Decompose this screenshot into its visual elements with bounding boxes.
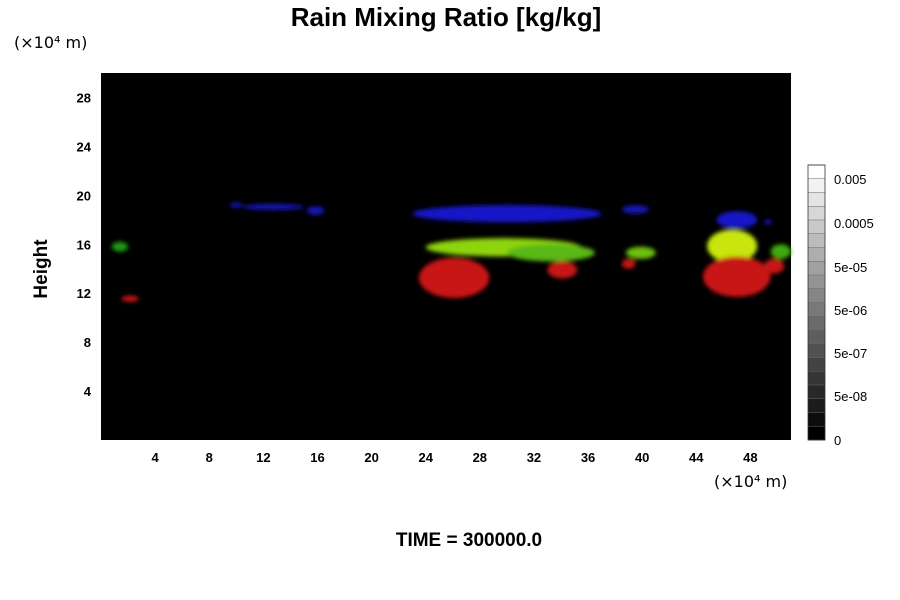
x-tick-label: 28 — [473, 450, 487, 465]
rain-region-18 — [763, 258, 785, 274]
rain-region-17 — [703, 256, 771, 297]
x-tick-label: 8 — [206, 450, 213, 465]
colorbar-tick-label: 0.005 — [834, 172, 867, 187]
colorbar-level — [808, 302, 825, 317]
colorbar-level — [808, 288, 825, 303]
rain-region-7 — [111, 241, 129, 252]
y-tick-label: 24 — [77, 139, 92, 154]
colorbar-level — [808, 261, 825, 276]
chart-title: Rain Mixing Ratio [kg/kg] — [290, 2, 602, 32]
colorbar-level — [808, 330, 825, 345]
rain-region-9 — [506, 244, 595, 262]
rain-region-11 — [707, 229, 758, 263]
rain-region-15 — [547, 261, 578, 279]
colorbar-level — [808, 371, 825, 386]
colorbar-level — [808, 275, 825, 290]
x-tick-label: 4 — [152, 450, 160, 465]
colorbar-level — [808, 192, 825, 207]
rain-region-5 — [716, 211, 758, 229]
y-tick-label: 20 — [77, 188, 91, 203]
rain-region-16 — [621, 258, 636, 269]
x-tick-label: 24 — [418, 450, 433, 465]
x-tick-label: 48 — [743, 450, 757, 465]
x-tick-label: 36 — [581, 450, 595, 465]
x-tick-label: 44 — [689, 450, 704, 465]
x-tick-label: 20 — [364, 450, 378, 465]
colorbar-level — [808, 233, 825, 248]
colorbar-level — [808, 426, 825, 441]
y-tick-label: 4 — [84, 384, 92, 399]
x-tick-label: 40 — [635, 450, 649, 465]
colorbar-level — [808, 165, 825, 180]
colorbar-frame — [807, 164, 826, 441]
x-tick-label: 16 — [310, 450, 324, 465]
y-unit-label: (×10⁴ m) — [14, 33, 88, 52]
rain-region-0 — [229, 202, 244, 208]
colorbar-level — [808, 343, 825, 358]
rain-region-10 — [625, 246, 656, 259]
colorbar-tick-label: 0 — [834, 433, 841, 448]
colorbar-tick-label: 0.0005 — [834, 216, 874, 231]
rain-region-1 — [243, 203, 304, 211]
y-tick-label: 28 — [77, 90, 91, 105]
time-label: TIME = 300000.0 — [395, 530, 543, 551]
x-unit-label: (×10⁴ m) — [714, 472, 788, 491]
colorbar-level — [808, 357, 825, 372]
colorbar-tick-label: 5e-08 — [834, 389, 867, 404]
colorbar-level — [808, 206, 825, 221]
rain-region-12 — [770, 244, 792, 259]
rain-region-3 — [412, 205, 602, 223]
x-tick-label: 32 — [527, 450, 541, 465]
x-tick-label: 12 — [256, 450, 270, 465]
rain-region-14 — [418, 257, 490, 299]
colorbar-tick-label: 5e-07 — [834, 346, 867, 361]
colorbar-level — [808, 316, 825, 331]
y-tick-label: 12 — [77, 286, 91, 301]
colorbar-tick-label: 5e-06 — [834, 303, 867, 318]
rain-region-6 — [763, 219, 773, 225]
colorbar-level — [808, 247, 825, 262]
rain-region-2 — [306, 206, 325, 215]
y-tick-label: 8 — [84, 335, 91, 350]
colorbar-level — [808, 178, 825, 193]
y-tick-label: 16 — [77, 237, 91, 252]
colorbar-level — [808, 412, 825, 427]
rain-region-13 — [121, 295, 139, 302]
colorbar-tick-label: 5e-05 — [834, 260, 867, 275]
colorbar-level — [808, 385, 825, 400]
rain-region-4 — [621, 205, 649, 214]
colorbar-level — [808, 220, 825, 235]
plot-area — [101, 73, 791, 440]
colorbar-level — [808, 398, 825, 413]
